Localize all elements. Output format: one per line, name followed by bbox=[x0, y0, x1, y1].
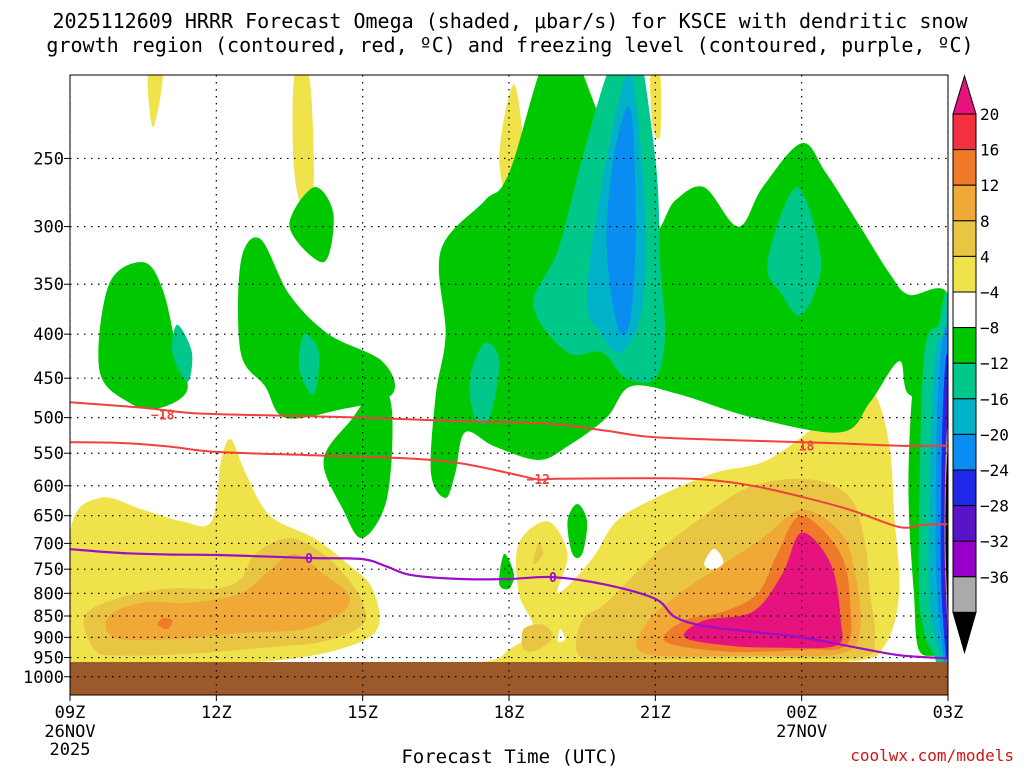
omega-region-neg4-21 bbox=[323, 386, 393, 539]
x-tick-date-0: 26NOV bbox=[44, 722, 95, 742]
chart-title-line1: 2025112609 HRRR Forecast Omega (shaded, … bbox=[52, 9, 968, 33]
colorbar-label-1: 16 bbox=[980, 141, 999, 160]
x-tick-label-1: 12Z bbox=[201, 703, 232, 723]
colorbar-label-5: −4 bbox=[980, 283, 999, 302]
colorbar-swatch-12 bbox=[952, 505, 977, 542]
colorbar-swatch-6 bbox=[952, 291, 977, 329]
colorbar-swatch-4 bbox=[952, 220, 977, 257]
colorbar-label-8: −16 bbox=[980, 390, 1009, 409]
x-tick-label-2: 15Z bbox=[347, 703, 378, 723]
isotherm-label-4: 0 bbox=[549, 571, 557, 586]
isotherm-contours: −18 −12 18 0 0 bbox=[70, 401, 948, 660]
colorbar-bottom-arrow bbox=[952, 611, 977, 655]
omega-region-neg36-39 bbox=[945, 450, 948, 617]
isotherm-label-1: −12 bbox=[527, 473, 550, 488]
omega-region-neg8-28 bbox=[469, 342, 500, 424]
y-tick-label-700: 700 bbox=[33, 534, 64, 554]
y-tick-label-550: 550 bbox=[33, 444, 64, 464]
colorbar-label-7: −12 bbox=[980, 354, 1009, 373]
y-tick-label-400: 400 bbox=[33, 325, 64, 345]
dgz-lower-minus12-line bbox=[70, 441, 948, 529]
colorbar-swatch-10 bbox=[952, 433, 977, 471]
x-axis-label: Forecast Time (UTC) bbox=[401, 746, 618, 768]
y-tick-label-800: 800 bbox=[33, 584, 64, 604]
omega-region-neg4-22 bbox=[430, 75, 948, 498]
colorbar-swatch-3 bbox=[952, 184, 977, 222]
omega-shading bbox=[70, 75, 948, 695]
y-tick-label-350: 350 bbox=[33, 275, 64, 295]
colorbar-label-12: −32 bbox=[980, 532, 1009, 551]
omega-region-20-15 bbox=[683, 532, 843, 649]
omega-region-4-1 bbox=[147, 75, 163, 128]
y-tick-label-450: 450 bbox=[33, 369, 64, 389]
y-tick-label-750: 750 bbox=[33, 560, 64, 580]
omega-region-neg4-19 bbox=[237, 237, 396, 419]
chart-title-line2: growth region (contoured, red, ºC) and f… bbox=[46, 33, 973, 57]
omega-region-8-11 bbox=[521, 624, 553, 652]
colorbar-swatch-14 bbox=[952, 576, 977, 613]
x-tick-date-5: 27NOV bbox=[776, 722, 827, 742]
colorbar-swatch-1 bbox=[952, 113, 977, 151]
y-tick-label-900: 900 bbox=[33, 628, 64, 648]
omega-region-neg4-23 bbox=[499, 553, 515, 590]
colorbar-label-4: 4 bbox=[980, 247, 990, 266]
y-tick-label-500: 500 bbox=[33, 409, 64, 429]
omega-region-neg4-24 bbox=[567, 504, 588, 559]
omega-region-4-4 bbox=[650, 75, 662, 140]
colorbar-swatch-5 bbox=[952, 255, 977, 293]
x-tick-label-5: 00Z bbox=[786, 703, 817, 723]
colorbar-swatch-2 bbox=[952, 149, 977, 186]
y-tick-label-600: 600 bbox=[33, 477, 64, 497]
colorbar-label-13: −36 bbox=[980, 568, 1009, 587]
y-axis-pressure: 2503003504004505005506006507007508008509… bbox=[23, 149, 70, 688]
omega-region-w-17 bbox=[557, 628, 566, 643]
credit-link[interactable]: coolwx.com/models bbox=[850, 746, 1014, 765]
x-tick-label-6: 03Z bbox=[933, 703, 964, 723]
omega-region-neg8-26 bbox=[171, 324, 193, 383]
x-tick-label-0: 09Z bbox=[55, 703, 86, 723]
colorbar-label-11: −28 bbox=[980, 497, 1009, 516]
omega-region-w-16 bbox=[704, 548, 724, 570]
colorbar-swatch-8 bbox=[952, 362, 977, 400]
isotherm-label-0: −18 bbox=[151, 409, 175, 424]
colorbar-label-0: 20 bbox=[980, 105, 999, 124]
colorbar-label-9: −20 bbox=[980, 425, 1009, 444]
x-tick-label-4: 21Z bbox=[640, 703, 671, 723]
colorbar-swatch-9 bbox=[952, 398, 977, 435]
omega-region-neg8-30 bbox=[767, 187, 822, 317]
dgz-upper-minus18-line bbox=[70, 401, 948, 447]
x-tick-label-3: 18Z bbox=[494, 703, 525, 723]
colorbar-label-10: −24 bbox=[980, 461, 1009, 480]
omega-region-neg8-27 bbox=[298, 333, 320, 395]
x-tick-year-0: 2025 bbox=[50, 740, 91, 760]
isotherm-label-3: 0 bbox=[305, 552, 313, 567]
colorbar-swatch-11 bbox=[952, 469, 977, 507]
omega-region-neg16-34 bbox=[606, 106, 636, 336]
omega-region-8-10 bbox=[533, 543, 544, 565]
isotherm-label-2: 18 bbox=[799, 440, 815, 455]
y-tick-label-650: 650 bbox=[33, 507, 64, 527]
y-tick-label-850: 850 bbox=[33, 607, 64, 627]
colorbar-label-2: 12 bbox=[980, 176, 999, 195]
colorbar: 20 16 12 8 4 −4 −8 −12 −16 −20 −24 −28 −32 −36 bbox=[952, 74, 1009, 655]
freezing-level-line bbox=[70, 548, 948, 660]
colorbar-swatch-13 bbox=[952, 540, 977, 578]
y-tick-label-950: 950 bbox=[33, 649, 64, 669]
y-tick-label-250: 250 bbox=[33, 149, 64, 169]
y-tick-label-300: 300 bbox=[33, 218, 64, 238]
y-tick-label-1000: 1000 bbox=[23, 668, 64, 688]
colorbar-label-6: −8 bbox=[980, 319, 999, 338]
colorbar-swatch-7 bbox=[952, 327, 977, 364]
colorbar-label-3: 8 bbox=[980, 212, 990, 231]
omega-region-neg4-20 bbox=[289, 187, 334, 263]
omega-region-4-2 bbox=[292, 75, 314, 227]
omega-region-16-8 bbox=[157, 617, 173, 630]
omega-region-neg4-18 bbox=[98, 262, 188, 410]
plot-area: −18 −12 18 0 0 bbox=[70, 75, 948, 695]
